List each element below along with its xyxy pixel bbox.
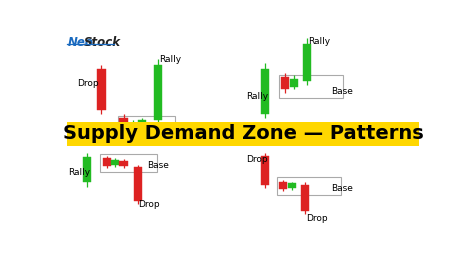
Bar — [303, 44, 311, 81]
FancyBboxPatch shape — [279, 75, 343, 98]
Bar — [155, 65, 163, 120]
Text: Base: Base — [147, 161, 169, 169]
Text: Rally: Rally — [159, 55, 181, 64]
FancyBboxPatch shape — [66, 122, 419, 146]
Bar — [290, 79, 298, 87]
Bar — [103, 158, 111, 166]
Text: Drop: Drop — [246, 155, 267, 164]
Bar — [119, 118, 128, 130]
Text: Drop: Drop — [77, 79, 99, 88]
Text: Supply Demand Zone — Patterns: Supply Demand Zone — Patterns — [63, 124, 423, 143]
Bar — [98, 69, 106, 110]
FancyBboxPatch shape — [277, 177, 341, 195]
Text: Rally: Rally — [246, 92, 269, 101]
Bar — [128, 124, 137, 132]
Bar — [261, 156, 269, 185]
Text: Neo: Neo — [67, 36, 93, 49]
Bar — [288, 184, 296, 188]
Text: Drop: Drop — [306, 214, 328, 223]
Text: Drop: Drop — [138, 201, 160, 210]
FancyBboxPatch shape — [118, 116, 175, 139]
Bar — [111, 160, 119, 165]
Text: Base: Base — [331, 87, 353, 96]
Bar — [281, 77, 289, 89]
Bar — [119, 161, 128, 166]
Text: Rally: Rally — [308, 37, 330, 46]
Bar — [138, 120, 146, 126]
Bar — [301, 185, 310, 211]
Text: Base: Base — [331, 184, 353, 193]
Bar — [83, 157, 91, 182]
FancyBboxPatch shape — [100, 154, 157, 172]
Bar — [134, 167, 142, 201]
Bar — [261, 69, 269, 114]
Bar — [279, 182, 287, 189]
Text: Stock: Stock — [84, 36, 121, 49]
Text: Base: Base — [164, 127, 186, 136]
Text: Rally: Rally — [68, 168, 90, 177]
